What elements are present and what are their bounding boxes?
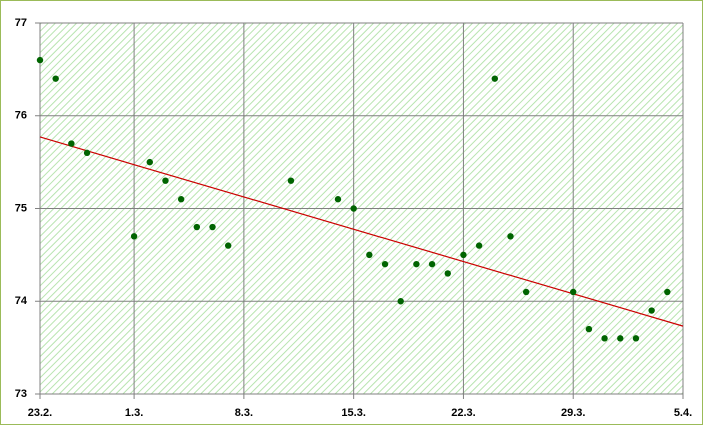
y-tick-label: 74 — [15, 295, 28, 307]
data-point — [381, 260, 389, 268]
data-point — [475, 242, 483, 249]
y-tick-label: 73 — [15, 388, 27, 400]
data-point — [585, 325, 593, 333]
x-tick-label: 15.3. — [341, 407, 365, 419]
data-point — [507, 233, 514, 240]
data-point — [664, 288, 671, 296]
data-point — [366, 251, 373, 259]
data-point — [52, 75, 59, 82]
data-point — [570, 288, 577, 296]
trendline — [39, 136, 684, 327]
data-point — [444, 270, 451, 277]
data-point — [83, 149, 91, 157]
data-point — [146, 158, 153, 166]
data-point — [617, 335, 624, 342]
x-tick-label: 29.3. — [561, 407, 585, 419]
data-point — [209, 223, 216, 231]
x-tick-label: 1.3. — [125, 407, 143, 419]
data-point — [397, 298, 404, 305]
data-point — [287, 177, 295, 184]
x-tick-label: 8.3. — [235, 407, 253, 419]
data-point — [491, 75, 499, 82]
data-point — [632, 335, 640, 342]
data-point — [177, 196, 185, 203]
x-tick-label: 22.3. — [451, 407, 475, 419]
data-point — [224, 242, 232, 249]
data-point — [648, 307, 655, 314]
x-tick-label: 23.2. — [28, 407, 52, 419]
data-point — [193, 223, 201, 231]
data-point — [334, 196, 342, 203]
data-point — [36, 56, 44, 64]
data-point — [350, 205, 357, 212]
x-tick-label: 5.4. — [674, 407, 692, 419]
y-tick-label: 75 — [15, 202, 27, 214]
data-point — [601, 335, 608, 342]
data-point — [522, 288, 530, 296]
y-tick-label: 76 — [15, 110, 27, 122]
data-point — [68, 140, 75, 147]
data-point — [130, 233, 138, 240]
data-point — [413, 260, 420, 268]
data-point — [428, 260, 436, 268]
y-tick-label: 77 — [15, 17, 27, 29]
data-point — [460, 251, 467, 259]
data-point — [162, 177, 169, 184]
